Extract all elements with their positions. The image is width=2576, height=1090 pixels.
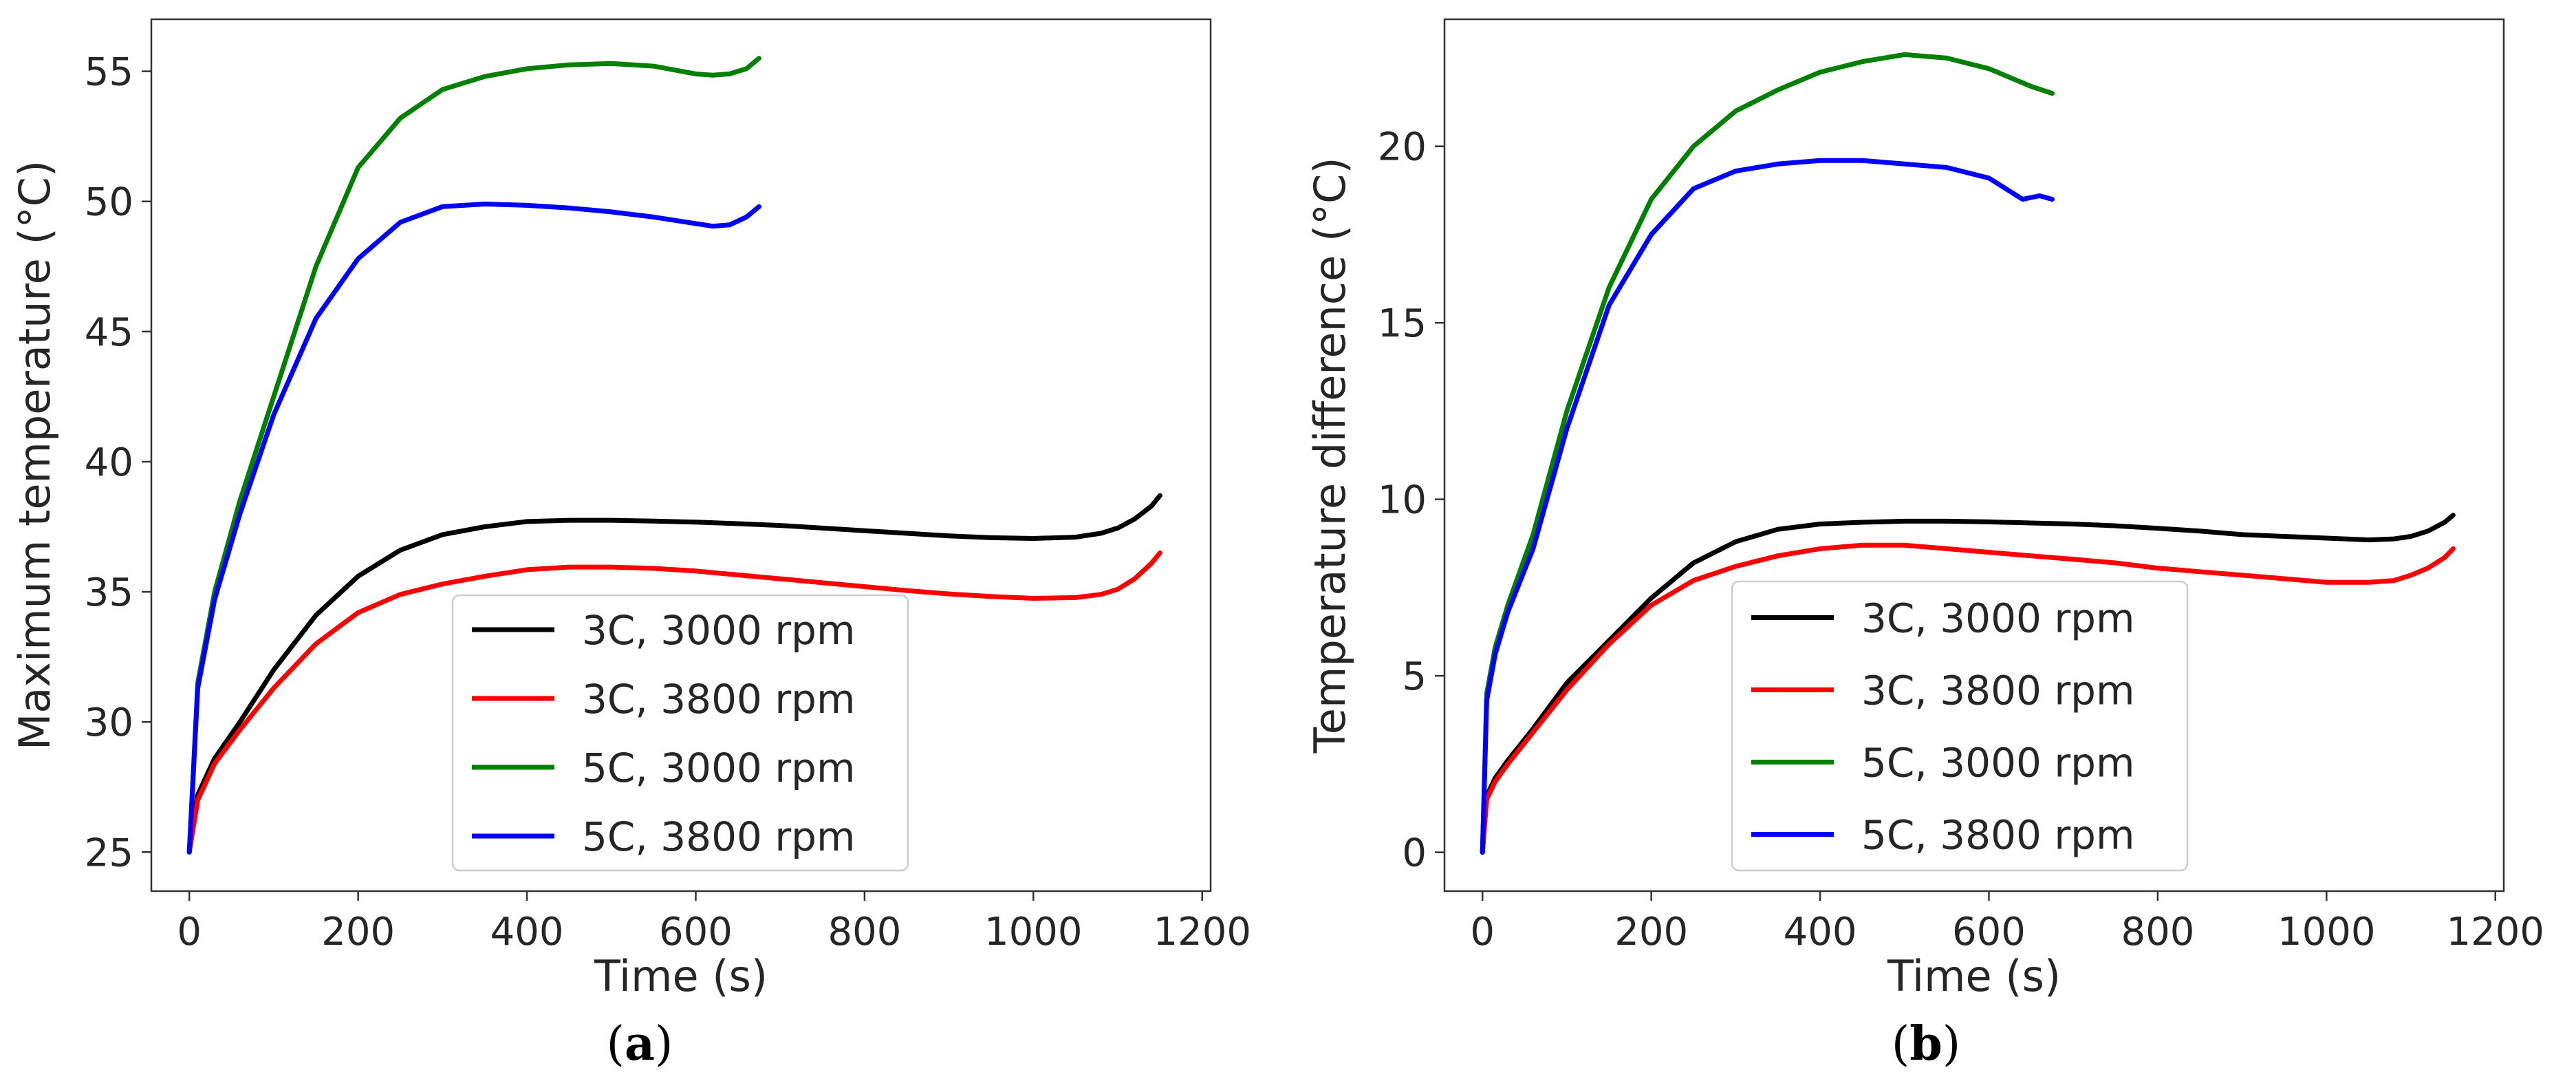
x-tick-label: 1000: [2277, 910, 2376, 954]
panel-label: (b): [1892, 1016, 1961, 1071]
legend-label: 5C, 3000 rpm: [1861, 740, 2134, 787]
legend-label: 3C, 3800 rpm: [582, 676, 855, 723]
x-tick-label: 0: [1470, 910, 1495, 954]
series-line-1: [186, 493, 1162, 855]
y-tick-label: 45: [85, 310, 133, 355]
x-tick-label: 800: [2121, 910, 2194, 954]
y-tick-label: 50: [85, 180, 133, 225]
x-tick-label: 1200: [2446, 910, 2544, 954]
y-axis-title: Maximum temperature (°C): [10, 160, 60, 750]
series-line-4: [1480, 158, 2055, 855]
series-line-2: [186, 550, 1162, 855]
x-tick-label: 1200: [1153, 910, 1251, 954]
legend-label: 5C, 3800 rpm: [1861, 812, 2134, 859]
panel-label-close-paren: ): [655, 1017, 673, 1071]
series-line-3: [186, 56, 761, 855]
series-group: [186, 56, 1162, 855]
legend-box: [1731, 580, 2189, 872]
panel-label-open-paren: (: [606, 1017, 625, 1071]
x-tick-label: 1000: [984, 910, 1083, 954]
legend-label: 3C, 3800 rpm: [1861, 667, 2134, 714]
series-line-2: [1480, 542, 2456, 855]
plot-frame: [150, 18, 1212, 893]
x-tick-label: 600: [1952, 910, 2026, 954]
y-tick-label: 30: [85, 701, 133, 745]
panel-label-open-paren: (: [1892, 1017, 1910, 1071]
x-tick-label: 200: [1614, 910, 1688, 954]
panel-label-close-paren: ): [1942, 1017, 1961, 1071]
legend: 3C, 3000 rpm 3C, 3800 rpm 5C, 3000 rpm 5C, …: [451, 594, 909, 872]
panel-label-letter: a: [625, 1016, 655, 1071]
x-tick-label: 600: [659, 910, 733, 954]
y-tick-label: 35: [85, 570, 133, 615]
y-tick-label: 25: [85, 831, 133, 875]
series-line-1: [1480, 513, 2456, 855]
y-tick-label: 55: [85, 50, 133, 95]
y-tick-label: 40: [85, 440, 133, 485]
x-tick-label: 400: [490, 910, 564, 954]
y-tick-label: 0: [1402, 831, 1427, 876]
x-axis-title: Time (s): [1887, 951, 2061, 1001]
panel-label: (a): [606, 1016, 673, 1071]
x-tick-label: 800: [827, 910, 901, 954]
series-group: [1480, 52, 2456, 855]
x-axis-title: Time (s): [594, 951, 768, 1001]
series-line-4: [186, 202, 761, 855]
legend: 3C, 3000 rpm 3C, 3800 rpm 5C, 3000 rpm 5C, …: [1731, 580, 2189, 872]
legend-label: 5C, 3000 rpm: [582, 745, 855, 791]
x-tick-label: 0: [177, 910, 202, 954]
legend-label: 5C, 3800 rpm: [582, 813, 855, 860]
x-tick-label: 400: [1784, 910, 1857, 954]
y-axis-title: Temperature difference (°C): [1305, 157, 1355, 754]
y-tick-label: 20: [1378, 125, 1427, 170]
legend-label: 3C, 3000 rpm: [1861, 595, 2134, 642]
legend-box: [451, 594, 909, 872]
legend-label: 3C, 3000 rpm: [582, 607, 855, 654]
plot-frame: [1443, 18, 2505, 893]
y-tick-label: 5: [1402, 654, 1427, 699]
panel-label-letter: b: [1909, 1016, 1942, 1071]
panel-a-chart: 0 200 400 600 800 1000 1200 25 30 35 40 45 50 55 Time …: [10, 18, 1251, 1071]
y-tick-label: 10: [1378, 478, 1427, 523]
x-tick-label: 200: [321, 910, 395, 954]
panel-b-chart: 0 200 400 600 800 1000 1200 0 5 10 15 20 Time (s) Tem…: [1305, 18, 2544, 1071]
y-tick-label: 15: [1378, 301, 1427, 346]
